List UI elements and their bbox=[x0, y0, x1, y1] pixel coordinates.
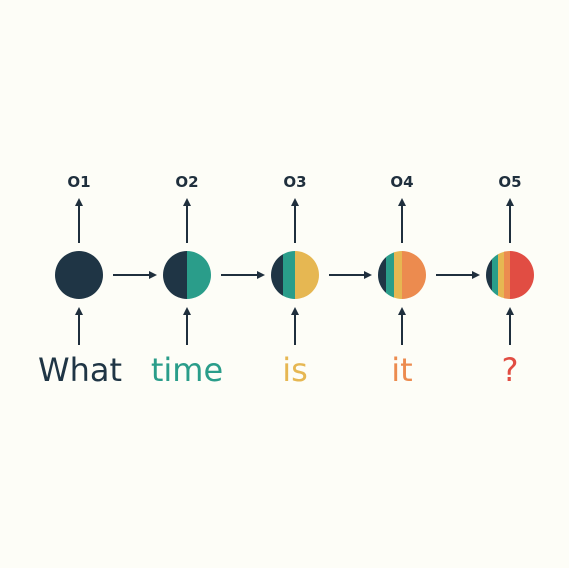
state-band bbox=[394, 251, 403, 299]
time-step-4: O4 it bbox=[378, 173, 480, 389]
output-label: O4 bbox=[390, 173, 413, 191]
hidden-state-node bbox=[271, 251, 319, 299]
input-word: time bbox=[151, 351, 223, 389]
input-word: is bbox=[282, 351, 308, 389]
time-step-1: O1 What bbox=[38, 173, 157, 389]
output-label: O3 bbox=[283, 173, 306, 191]
state-band bbox=[510, 251, 534, 299]
state-band bbox=[486, 251, 493, 299]
output-label: O2 bbox=[175, 173, 198, 191]
state-band bbox=[378, 251, 387, 299]
state-band bbox=[295, 251, 319, 299]
state-band bbox=[504, 251, 511, 299]
state-band bbox=[386, 251, 395, 299]
time-step-5: O5? bbox=[486, 173, 534, 389]
state-band bbox=[55, 251, 103, 299]
output-label: O1 bbox=[67, 173, 90, 191]
hidden-state-node bbox=[55, 251, 103, 299]
input-word: it bbox=[391, 351, 412, 389]
time-step-2: O2 time bbox=[151, 173, 265, 389]
state-band bbox=[402, 251, 426, 299]
hidden-state-node bbox=[486, 251, 534, 299]
input-word: What bbox=[38, 351, 122, 389]
state-band bbox=[163, 251, 188, 299]
time-step-3: O3 is bbox=[271, 173, 372, 389]
output-label: O5 bbox=[498, 173, 521, 191]
state-band bbox=[187, 251, 211, 299]
state-band bbox=[271, 251, 284, 299]
state-band bbox=[492, 251, 499, 299]
state-band bbox=[283, 251, 296, 299]
hidden-state-node bbox=[378, 251, 426, 299]
state-band bbox=[498, 251, 505, 299]
hidden-state-node bbox=[163, 251, 211, 299]
input-word: ? bbox=[502, 351, 519, 389]
